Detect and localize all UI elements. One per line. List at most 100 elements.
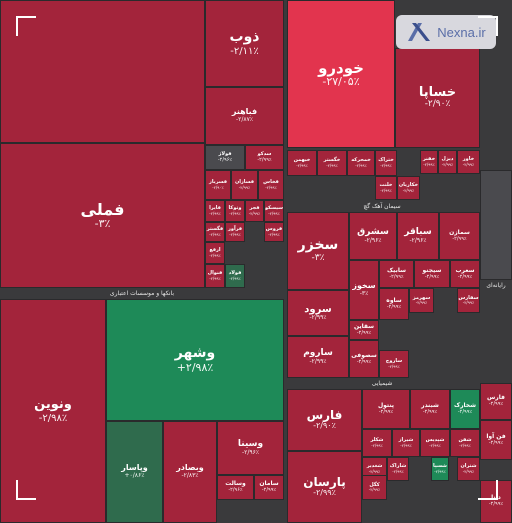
treemap-tile[interactable]: فارس -۲/۹۰٪ bbox=[287, 389, 362, 451]
tile-symbol: سامان bbox=[259, 480, 279, 488]
treemap-tile[interactable]: شکلر -۲/۹۹٪ bbox=[362, 429, 392, 457]
treemap-tile[interactable]: فولاد -۲/۹۹٪ bbox=[225, 264, 245, 288]
tile-change: -۲/۸۳٪ bbox=[181, 472, 199, 480]
treemap-tile[interactable]: ارفع -۲/۹۹٪ bbox=[205, 242, 225, 264]
treemap-tile[interactable]: شیراز -۲/۹۹٪ bbox=[392, 429, 420, 457]
treemap-tile[interactable]: سخزر -۳٪ bbox=[287, 212, 349, 290]
treemap-tile[interactable]: فباهنر -۲/۸۷٪ bbox=[205, 87, 284, 145]
treemap-tile[interactable]: خودرو -۲۷/۰۵٪ bbox=[287, 0, 395, 148]
tile-symbol: ونوین bbox=[34, 397, 72, 413]
tile-change: -۲/۹۶٪ bbox=[364, 236, 382, 244]
treemap-tile[interactable]: فسازان -۲/۹۹٪ bbox=[231, 170, 258, 200]
treemap-tile[interactable]: فایرا -۲/۹۹٪ bbox=[205, 200, 225, 222]
treemap-tile[interactable]: خلنت -۲/۹۹٪ bbox=[375, 176, 397, 200]
treemap-tile[interactable]: خبهمن -۲/۹۹٪ bbox=[287, 150, 317, 176]
treemap-tile[interactable]: سخوز -۳٪ bbox=[349, 260, 379, 320]
tile-change: -۲/۹۹٪ bbox=[268, 210, 280, 216]
treemap-tile[interactable]: سدکو -۲/۹۹٪ bbox=[245, 145, 284, 170]
treemap-tile[interactable]: سغرب -۲/۹۹٪ bbox=[450, 260, 480, 288]
treemap-tile[interactable]: فارس -۲/۹۹٪ bbox=[480, 383, 512, 420]
treemap-tile[interactable]: خاور -۲/۹۹٪ bbox=[457, 150, 480, 174]
tile-symbol: فگستر bbox=[206, 226, 224, 233]
treemap-tile[interactable]: پارسان -۲/۹۹٪ bbox=[287, 451, 362, 523]
brand-name: Nexna.ir bbox=[437, 24, 486, 40]
treemap-tile[interactable]: کگل -۲/۹۹٪ bbox=[362, 475, 387, 500]
treemap-tile[interactable]: خساپا -۲/۹۰٪ bbox=[395, 48, 480, 148]
tile-change: -۲/۹۹٪ bbox=[388, 363, 400, 369]
treemap-tile[interactable] bbox=[0, 0, 205, 143]
treemap-tile[interactable]: شسپا -۲/۹۹٪ bbox=[431, 457, 449, 481]
tile-change: -۲/۹۹٪ bbox=[248, 210, 261, 216]
tile-change: -۲/۹۹٪ bbox=[261, 487, 277, 494]
tile-change: -۲/۱۱٪ bbox=[230, 45, 259, 57]
treemap-tile[interactable]: سشرق -۲/۹۶٪ bbox=[349, 212, 397, 260]
treemap-tile[interactable]: فخاس -۲/۹۹٪ bbox=[258, 170, 284, 200]
tile-change: -۲/۹۹٪ bbox=[488, 401, 504, 408]
tile-change: -۲/۹۹٪ bbox=[462, 161, 475, 167]
treemap-tile[interactable]: ساوه -۲/۹۹٪ bbox=[379, 288, 409, 320]
treemap-tile[interactable]: وتوکا -۲/۹۹٪ bbox=[225, 200, 245, 222]
treemap-tile[interactable]: سامان -۲/۹۹٪ bbox=[254, 475, 284, 500]
treemap-tile[interactable]: ختراک -۲/۹۹٪ bbox=[375, 150, 397, 176]
treemap-tile[interactable]: فروس -۲/۹۹٪ bbox=[264, 222, 284, 242]
treemap-tile[interactable]: سفارس -۲/۹۹٪ bbox=[457, 288, 480, 313]
tile-symbol: شکلر bbox=[370, 437, 384, 444]
treemap-tile[interactable]: ساروج -۲/۹۹٪ bbox=[379, 350, 409, 378]
treemap-tile[interactable]: شبندر -۲/۹۹٪ bbox=[410, 389, 450, 429]
tile-change: -۲/۹۹٪ bbox=[424, 273, 440, 280]
tile-symbol: سیسکو bbox=[264, 205, 284, 212]
treemap-tile[interactable]: وسینا -۲/۹۶٪ bbox=[217, 421, 284, 475]
treemap-tile[interactable]: شتران -۲/۹۹٪ bbox=[457, 457, 480, 481]
treemap-tile[interactable]: وبصادر -۲/۸۳٪ bbox=[163, 421, 217, 523]
treemap-tile[interactable]: فملی -۳٪ bbox=[0, 143, 205, 288]
treemap-tile[interactable]: سرود -۲/۹۹٪ bbox=[287, 290, 349, 336]
tile-symbol: سدکو bbox=[257, 151, 272, 157]
tile-change: -۲/۹۹٪ bbox=[368, 468, 381, 474]
tile-symbol: وپاسار bbox=[121, 463, 148, 473]
treemap-tile[interactable]: دیزل -۲/۹۹٪ bbox=[438, 150, 457, 174]
treemap-tile[interactable]: وسالت -۲/۹۶٪ bbox=[217, 475, 254, 500]
treemap-tile[interactable]: شپدیس -۲/۹۹٪ bbox=[420, 429, 450, 457]
treemap-tile[interactable]: وپاسار +۰/۸۶٪ bbox=[106, 421, 163, 523]
treemap-tile[interactable]: سهرمز -۲/۹۹٪ bbox=[409, 288, 434, 313]
treemap-tile[interactable]: پنتول -۲/۹۹٪ bbox=[362, 389, 410, 429]
tile-change: -۲/۹۹٪ bbox=[257, 156, 272, 163]
treemap-tile[interactable]: فرآور -۲/۹۹٪ bbox=[225, 222, 245, 242]
tile-symbol: فنوال bbox=[207, 270, 223, 277]
tile-symbol: شسپا bbox=[433, 463, 447, 470]
treemap-tile[interactable]: خگستر -۲/۹۹٪ bbox=[317, 150, 347, 176]
tile-symbol: شتران bbox=[460, 463, 477, 470]
tile-symbol: پنتول bbox=[377, 401, 395, 409]
treemap-tile[interactable]: سمازن -۲/۹۹٪ bbox=[439, 212, 480, 260]
treemap-tile[interactable]: سیسکو -۲/۹۹٪ bbox=[264, 200, 284, 222]
tile-symbol: شغدیر bbox=[366, 463, 383, 470]
treemap-tile[interactable]: خکاریان -۲/۹۹٪ bbox=[397, 176, 420, 200]
tile-symbol: شاراک bbox=[389, 463, 407, 470]
treemap-tile[interactable]: فگستر -۲/۹۹٪ bbox=[205, 222, 225, 242]
treemap-tile[interactable]: ساروم -۲/۹۹٪ bbox=[287, 336, 349, 378]
treemap-tile[interactable]: سیجنو -۲/۹۹٪ bbox=[414, 260, 450, 288]
treemap-tile[interactable]: ذوب -۲/۱۱٪ bbox=[205, 0, 284, 87]
treemap-tile[interactable]: فنوال -۲/۹۹٪ bbox=[205, 264, 225, 288]
tile-symbol: فن آوا bbox=[486, 432, 506, 440]
treemap-tile[interactable]: وشهر +۲/۹۸٪ bbox=[106, 299, 284, 421]
treemap-tile[interactable]: فجر -۲/۹۹٪ bbox=[245, 200, 264, 222]
tile-change: -۲/۸۷٪ bbox=[235, 116, 254, 124]
treemap-tile[interactable]: خفنر -۲/۹۹٪ bbox=[420, 150, 438, 174]
treemap-tile[interactable]: سصوفی -۲/۹۹٪ bbox=[349, 340, 379, 378]
treemap-tile[interactable]: فسرباز -۲/۹۰٪ bbox=[205, 170, 231, 200]
treemap-tile[interactable]: سقاین -۲/۹۹٪ bbox=[349, 320, 379, 340]
treemap-tile[interactable] bbox=[480, 170, 512, 280]
tile-symbol: ساروج bbox=[385, 358, 403, 365]
treemap-tile[interactable]: شخارک -۲/۹۹٪ bbox=[450, 389, 480, 429]
treemap-tile[interactable]: فولاژ -۲/۹۶٪ bbox=[205, 145, 245, 170]
treemap-tile[interactable]: فن آوا -۲/۹۹٪ bbox=[480, 420, 512, 460]
treemap-tile[interactable]: شاراک -۲/۹۹٪ bbox=[387, 457, 409, 481]
treemap-tile[interactable]: سباقر -۲/۹۶٪ bbox=[397, 212, 439, 260]
treemap-tile[interactable]: شفن -۲/۹۹٪ bbox=[450, 429, 480, 457]
tile-change: -۲/۹۹٪ bbox=[488, 439, 504, 446]
corner-mark bbox=[478, 16, 498, 36]
tile-change: -۲/۹۰٪ bbox=[313, 421, 336, 431]
treemap-tile[interactable]: سابیک -۲/۹۹٪ bbox=[379, 260, 414, 288]
treemap-tile[interactable]: خمحرکه -۲/۹۹٪ bbox=[347, 150, 375, 176]
